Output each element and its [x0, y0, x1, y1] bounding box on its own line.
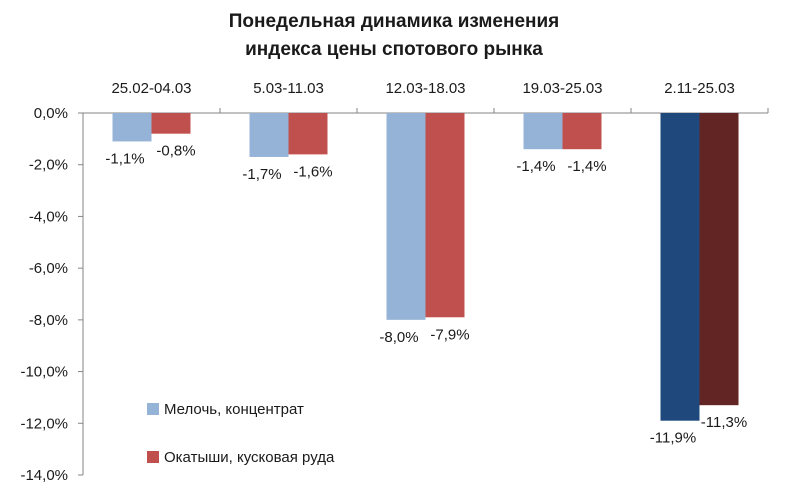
data-label: -8,0%	[379, 329, 418, 346]
data-label: -11,9%	[650, 430, 696, 447]
data-label: -1,6%	[293, 163, 332, 180]
legend: Мелочь, концентрат Окатыши, кусковая руда	[147, 401, 335, 466]
legend-entry: Мелочь, концентрат	[164, 401, 304, 418]
y-tick-label: -4,0%	[29, 208, 68, 225]
category-label: 5.03-11.03	[253, 80, 324, 97]
bar	[386, 113, 426, 320]
data-label: -11,3%	[701, 414, 747, 431]
bars	[112, 113, 739, 421]
legend-swatch	[147, 403, 159, 415]
legend-swatch	[147, 451, 159, 463]
category-label: 2.11-25.03	[664, 80, 735, 97]
bar	[562, 113, 602, 150]
category-label: 25.02-04.03	[111, 80, 191, 97]
y-tick-label: -10,0%	[20, 364, 68, 381]
bar	[288, 113, 328, 155]
bar	[660, 113, 700, 421]
chart-title-line-1: Понедельная динамика изменения	[228, 11, 560, 32]
bar	[699, 113, 739, 406]
chart-title-line-2: индекса цены спотового рынка	[245, 39, 543, 60]
bar	[112, 113, 152, 142]
chart-title: Понедельная динамика изменения индекса ц…	[0, 8, 788, 64]
axes: 0,0% -2,0% -4,0% -6,0% -8,0% -10,0% -12,0% -14,…	[20, 80, 769, 484]
y-tick-label: -6,0%	[29, 260, 68, 277]
bar	[523, 113, 563, 150]
bar	[249, 113, 289, 157]
data-label: -1,4%	[516, 158, 555, 175]
bar	[151, 113, 191, 134]
y-tick-label: 0,0%	[34, 105, 68, 122]
data-label: -1,7%	[242, 166, 281, 183]
data-labels: -1,1% -0,8% -1,7% -1,6% -8,0% -7,9% -1,4% -1,4%…	[105, 143, 747, 447]
y-tick-label: -8,0%	[29, 312, 68, 329]
category-label: 19.03-25.03	[522, 80, 602, 97]
category-label: 12.03-18.03	[385, 80, 465, 97]
data-label: -1,1%	[105, 150, 144, 167]
legend-entry: Окатыши, кусковая руда	[164, 449, 335, 466]
data-label: -1,4%	[567, 158, 606, 175]
y-tick-label: -12,0%	[20, 415, 68, 432]
data-label: -7,9%	[430, 326, 469, 343]
y-tick-label: -2,0%	[29, 157, 68, 174]
bar	[425, 113, 465, 318]
data-label: -0,8%	[156, 143, 195, 160]
y-tick-label: -14,0%	[20, 467, 68, 484]
